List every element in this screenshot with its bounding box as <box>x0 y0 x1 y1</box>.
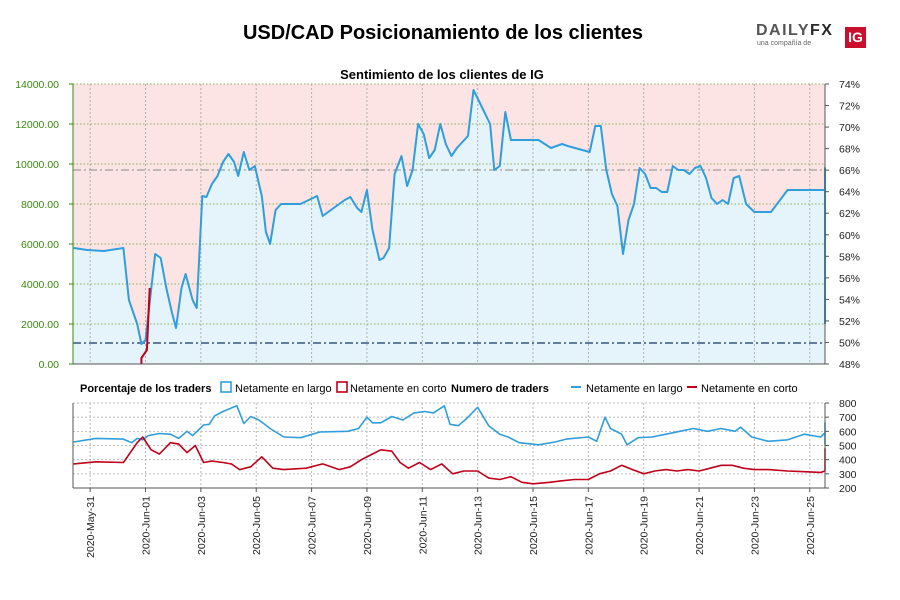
series-line-short <box>140 287 151 364</box>
traders-line-short <box>73 436 826 485</box>
left-tick-label: 14000.00 <box>15 79 59 91</box>
x-tick-label: 2020-May-31 <box>85 496 97 558</box>
brand-logo: DAILYFX una compañía de IG <box>756 22 868 50</box>
right-tick-label: 58% <box>839 251 860 263</box>
legend-pct-short-swatch <box>336 381 348 393</box>
x-tick-label: 2020-Jun-05 <box>251 496 263 555</box>
x-tick-label: 2020-Jun-25 <box>805 496 817 555</box>
legend-num-long: Netamente en largo <box>586 383 683 395</box>
x-tick-label: 2020-Jun-09 <box>362 496 374 555</box>
legend: Porcentaje de los traders Netamente en l… <box>80 381 798 395</box>
legend-num-short: Netamente en corto <box>701 383 798 395</box>
lower-tick-label: 600 <box>839 426 857 438</box>
left-tick-label: 6000.00 <box>21 239 59 251</box>
right-tick-label: 68% <box>839 144 860 156</box>
x-tick-label: 2020-Jun-13 <box>473 496 485 555</box>
legend-num-title: Numero de traders <box>451 383 549 395</box>
right-tick-label: 52% <box>839 316 860 328</box>
upper-plot-background <box>73 84 826 364</box>
right-tick-label: 70% <box>839 122 860 134</box>
right-tick-label: 72% <box>839 101 860 113</box>
legend-pct-title: Porcentaje de los traders <box>80 383 211 395</box>
lower-grid <box>73 402 825 489</box>
x-tick-label: 2020-Jun-23 <box>749 496 761 555</box>
left-tick-label: 0.00 <box>39 359 60 371</box>
x-axis: 2020-May-31 2020-Jun-01 2020-Jun-03 2020-Ju… <box>85 488 817 558</box>
chart-title: Sentimiento de los clientes de IG <box>340 67 544 82</box>
right-tick-label: 64% <box>839 187 860 199</box>
long-area-fill <box>73 90 826 364</box>
brand-wordmark: DAILYFX <box>756 22 834 39</box>
legend-pct-long-swatch <box>220 381 232 393</box>
left-tick-label: 12000.00 <box>15 119 59 131</box>
lower-tick-label: 500 <box>839 441 857 453</box>
page-title: USD/CAD Posicionamiento de los clientes <box>242 22 644 44</box>
brand-tagline: una compañía de <box>757 40 812 47</box>
right-tick-label: 66% <box>839 165 860 177</box>
x-tick-label: 2020-Jun-21 <box>694 496 706 555</box>
right-tick-label: 74% <box>839 79 860 91</box>
lower-tick-label: 800 <box>839 398 857 410</box>
right-tick-label: 48% <box>839 359 860 371</box>
legend-pct-long: Netamente en largo <box>235 383 332 395</box>
right-tick-label: 56% <box>839 273 860 285</box>
x-tick-label: 2020-Jun-11 <box>417 496 429 554</box>
brand-ig-box: IG <box>845 27 866 48</box>
x-tick-label: 2020-Jun-17 <box>583 496 595 555</box>
lower-series <box>73 405 826 485</box>
right-tick-label: 60% <box>839 230 860 242</box>
x-tick-label: 2020-Jun-01 <box>141 496 153 555</box>
x-tick-label: 2020-Jun-03 <box>196 496 208 555</box>
right-tick-label: 50% <box>839 337 860 349</box>
lower-tick-label: 700 <box>839 412 857 424</box>
left-tick-label: 4000.00 <box>21 279 59 291</box>
lower-axes: 200 300 400 500 600 700 800 <box>72 398 857 495</box>
legend-pct-short: Netamente en corto <box>350 383 447 395</box>
upper-axes: 0.00 2000.00 4000.00 6000.00 8000.00 10000.00… <box>15 79 860 371</box>
x-tick-label: 2020-Jun-15 <box>528 496 540 555</box>
x-tick-label: 2020-Jun-07 <box>307 496 319 555</box>
x-tick-label: 2020-Jun-19 <box>639 496 651 555</box>
lower-tick-label: 400 <box>839 455 857 467</box>
traders-line-long <box>73 405 826 446</box>
left-tick-label: 10000.00 <box>15 159 59 171</box>
lower-tick-label: 200 <box>839 483 857 495</box>
right-tick-label: 62% <box>839 208 860 220</box>
left-tick-label: 2000.00 <box>21 319 59 331</box>
lower-tick-label: 300 <box>839 469 857 481</box>
right-tick-label: 54% <box>839 294 860 306</box>
left-tick-label: 8000.00 <box>21 199 59 211</box>
